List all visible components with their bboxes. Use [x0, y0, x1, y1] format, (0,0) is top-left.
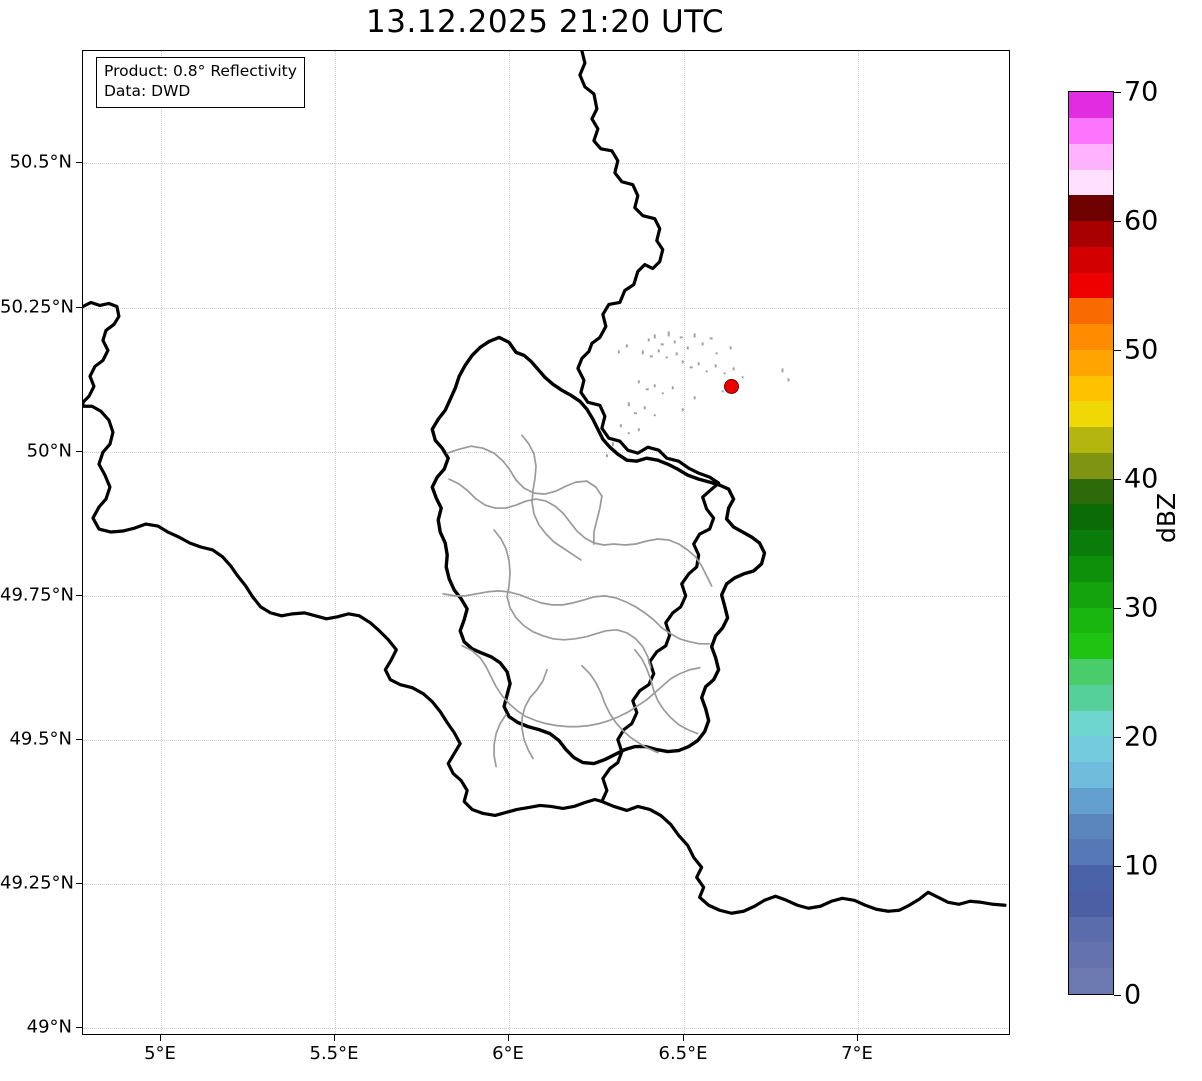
- cbtick-label-30: 30: [1124, 592, 1159, 624]
- xtick-label-5: 5°E: [144, 1043, 176, 1064]
- colorbar-band-5: [1069, 839, 1113, 866]
- colorbar-band-8: [1069, 762, 1113, 788]
- cbtick-mark-0: [1114, 995, 1121, 996]
- xtick-label-6: 6°E: [492, 1043, 524, 1064]
- cbtick-label-0: 0: [1124, 979, 1142, 1011]
- colorbar-band-17: [1069, 530, 1113, 556]
- page-title: 13.12.2025 21:20 UTC: [366, 4, 724, 40]
- border-belgium-france-west: [83, 300, 121, 404]
- border-france-belgium-diagonal: [83, 400, 604, 818]
- ytick-label-49-25: 49.25°N: [0, 872, 74, 894]
- cbtick-mark-30: [1114, 608, 1121, 609]
- colorbar-band-25: [1069, 324, 1113, 350]
- ytick-label-50-25: 50.25°N: [0, 296, 74, 318]
- colorbar-band-16: [1069, 555, 1113, 582]
- colorbar-band-33: [1069, 117, 1113, 144]
- colorbar-band-0: [1069, 968, 1113, 994]
- colorbar-axis-label: dBZ: [1152, 492, 1181, 543]
- colorbar-band-31: [1069, 169, 1113, 196]
- colorbar-band-34: [1069, 92, 1113, 118]
- xtick-label-7: 7°E: [841, 1043, 873, 1064]
- ytick-mark-50-5: [76, 162, 82, 163]
- colorbar-band-23: [1069, 375, 1113, 402]
- cbtick-label-50: 50: [1124, 334, 1159, 366]
- cbtick-mark-40: [1114, 479, 1121, 480]
- colorbar-band-21: [1069, 427, 1113, 453]
- luxembourg-canton-boundaries: [442, 434, 713, 768]
- ytick-mark-49-5: [76, 739, 82, 740]
- ytick-label-49-75: 49.75°N: [0, 584, 74, 606]
- cbtick-mark-10: [1114, 866, 1121, 867]
- colorbar-band-29: [1069, 221, 1113, 247]
- xtick-mark-5: [160, 1035, 161, 1041]
- radar-echo-speckles: [605, 331, 790, 458]
- colorbar-band-30: [1069, 195, 1113, 222]
- colorbar-band-15: [1069, 581, 1113, 608]
- cbtick-mark-60: [1114, 221, 1121, 222]
- ytick-mark-50-25: [76, 307, 82, 308]
- colorbar-band-6: [1069, 813, 1113, 840]
- colorbar-band-11: [1069, 684, 1113, 711]
- ytick-mark-49-25: [76, 883, 82, 884]
- cbtick-mark-70: [1114, 92, 1121, 93]
- colorbar-band-2: [1069, 916, 1113, 943]
- info-box-product-line: Product: 0.8° Reflectivity: [104, 62, 297, 80]
- border-france-germany-southeast: [600, 799, 1007, 915]
- cbtick-label-10: 10: [1124, 850, 1159, 882]
- border-luxembourg: [430, 335, 767, 766]
- xtick-mark-5-5: [334, 1035, 335, 1041]
- colorbar-band-7: [1069, 787, 1113, 814]
- ytick-label-50-5: 50.5°N: [9, 151, 72, 173]
- border-germany-luxembourg-east: [576, 349, 721, 804]
- colorbar-band-28: [1069, 246, 1113, 273]
- cbtick-mark-20: [1114, 737, 1121, 738]
- cbtick-label-60: 60: [1124, 205, 1159, 237]
- colorbar-band-22: [1069, 401, 1113, 428]
- cbtick-label-20: 20: [1124, 721, 1159, 753]
- xtick-label-6-5: 6.5°E: [658, 1043, 708, 1064]
- colorbar-band-9: [1069, 736, 1113, 763]
- cbtick-label-40: 40: [1124, 463, 1159, 495]
- colorbar-band-24: [1069, 349, 1113, 376]
- colorbar-band-12: [1069, 659, 1113, 685]
- country-borders-layer: [83, 51, 1007, 915]
- colorbar-band-26: [1069, 298, 1113, 325]
- colorbar-band-27: [1069, 272, 1113, 299]
- radar-site-marker[interactable]: [724, 379, 739, 394]
- cbtick-label-70: 70: [1124, 76, 1159, 108]
- colorbar-band-20: [1069, 452, 1113, 479]
- info-box-data-line: Data: DWD: [104, 81, 191, 100]
- colorbar-band-13: [1069, 633, 1113, 660]
- colorbar-band-14: [1069, 607, 1113, 634]
- colorbar-band-10: [1069, 710, 1113, 737]
- map-plot-area[interactable]: [82, 50, 1010, 1035]
- xtick-label-5-5: 5.5°E: [309, 1043, 359, 1064]
- colorbar-band-19: [1069, 478, 1113, 505]
- colorbar-band-32: [1069, 143, 1113, 170]
- colorbar-band-3: [1069, 890, 1113, 917]
- ytick-mark-49: [76, 1027, 82, 1028]
- colorbar-band-18: [1069, 504, 1113, 531]
- xtick-mark-6-5: [683, 1035, 684, 1041]
- xtick-mark-6: [508, 1035, 509, 1041]
- cbtick-mark-50: [1114, 350, 1121, 351]
- colorbar-band-1: [1069, 942, 1113, 969]
- ytick-mark-49-75: [76, 595, 82, 596]
- info-box: Product: 0.8° Reflectivity Data: DWD: [96, 57, 305, 108]
- xtick-mark-7: [857, 1035, 858, 1041]
- colorbar-band-4: [1069, 865, 1113, 891]
- colorbar[interactable]: [1068, 91, 1114, 995]
- ytick-label-49-5: 49.5°N: [9, 728, 72, 750]
- ytick-label-49: 49°N: [26, 1016, 72, 1038]
- ytick-mark-50: [76, 451, 82, 452]
- border-belgium-germany-north: [578, 51, 665, 353]
- ytick-label-50: 50°N: [26, 440, 72, 462]
